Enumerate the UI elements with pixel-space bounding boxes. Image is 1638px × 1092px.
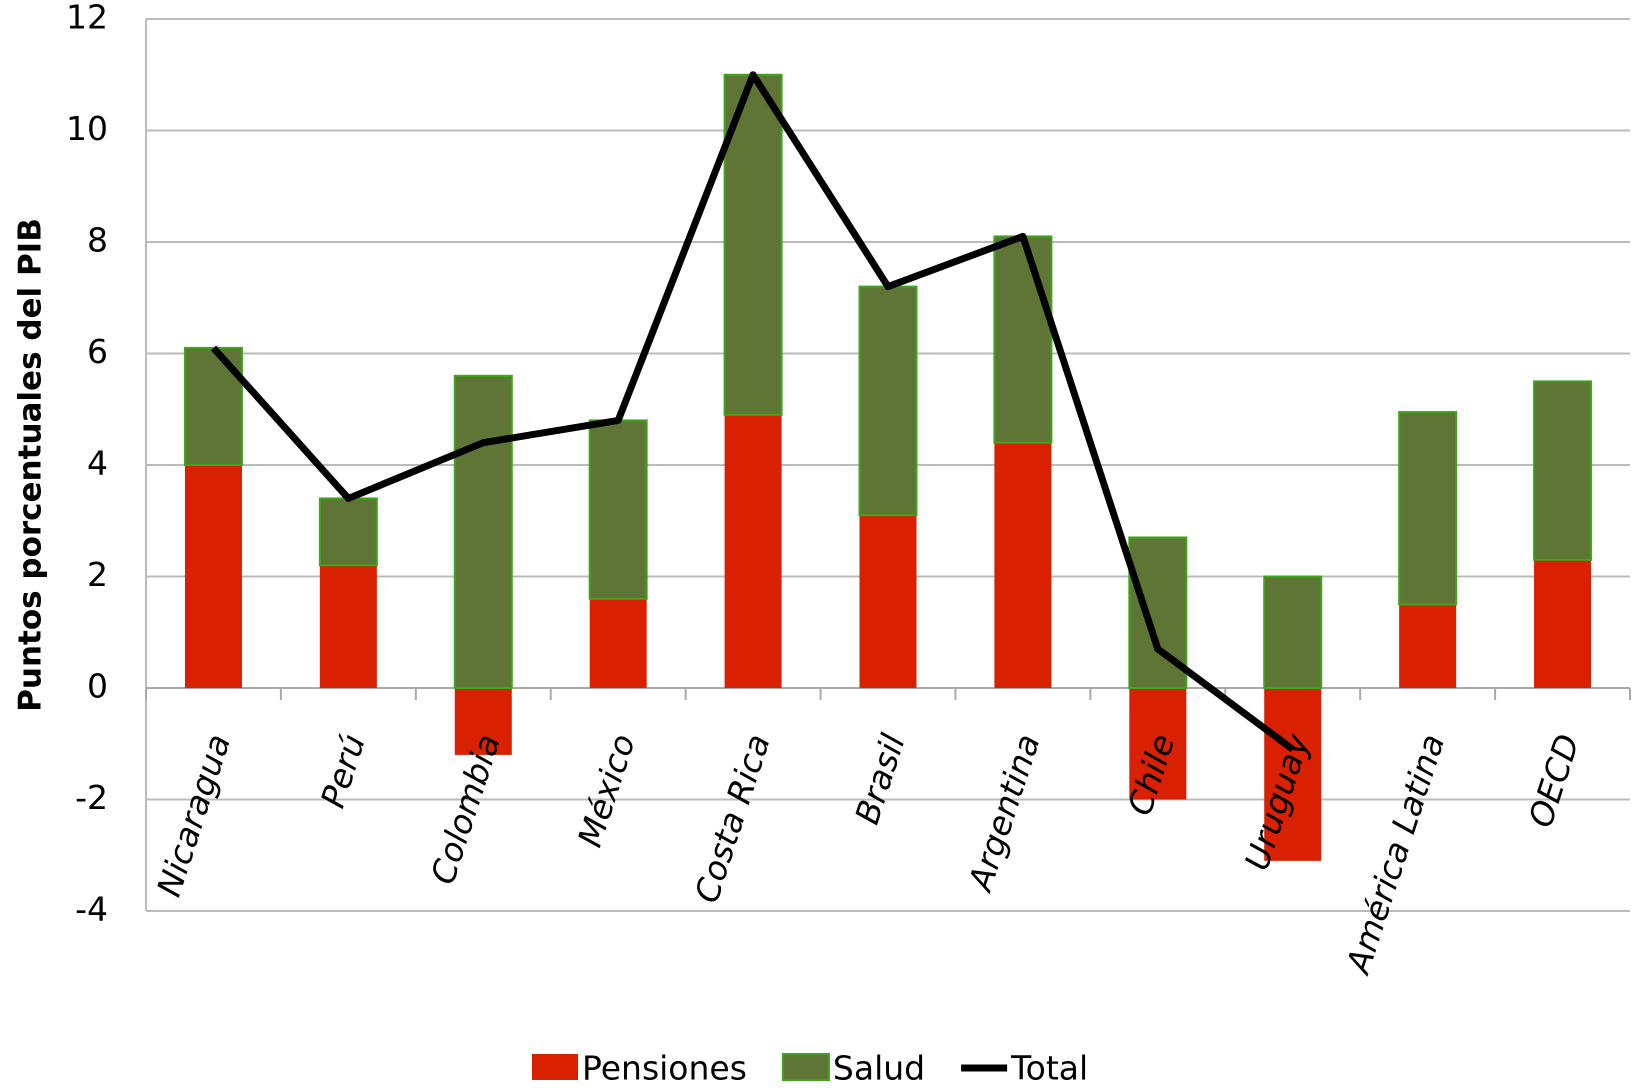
y-tick-label: -2 — [75, 778, 108, 817]
x-tick-label: Argentina — [960, 729, 1048, 897]
y-tick-label: 6 — [87, 332, 108, 371]
bar-segment — [994, 442, 1052, 688]
bar-segment — [724, 414, 782, 688]
y-tick-label: 10 — [66, 109, 108, 148]
bar-segment — [1264, 688, 1322, 861]
x-tick-label: Brasil — [847, 729, 913, 829]
bar-segment — [319, 565, 377, 688]
bar-segment — [1129, 688, 1187, 800]
x-tick-label: América Latina — [1338, 729, 1452, 979]
x-tick-label: Colombia — [423, 729, 508, 889]
bar-segment — [184, 465, 242, 688]
bar-segment — [588, 419, 648, 600]
x-tick-label: OECD — [1521, 729, 1588, 832]
bar-segment — [1398, 411, 1458, 606]
y-axis-label: Puntos porcentuales del PIB — [13, 218, 49, 712]
legend-label: Pensiones — [582, 1049, 747, 1088]
y-tick-label: 4 — [87, 444, 108, 483]
y-tick-label: 0 — [87, 667, 108, 706]
bar-segment — [1534, 559, 1592, 688]
bar-segment — [1533, 380, 1593, 561]
legend-label: Salud — [833, 1049, 925, 1088]
legend-label: Total — [1010, 1049, 1088, 1088]
bar-segment — [859, 515, 917, 688]
line-series — [210, 71, 1295, 753]
bar-segment — [589, 598, 647, 688]
bar-segment — [1263, 575, 1323, 689]
legend-swatch — [532, 1054, 578, 1080]
bar-segment — [318, 497, 378, 567]
y-tick-label: 8 — [87, 221, 108, 260]
x-tick-label: Nicaragua — [149, 729, 238, 901]
bar-segment — [1399, 604, 1457, 688]
bar-segment — [858, 285, 918, 517]
y-tick-label: 12 — [66, 0, 108, 37]
bar-segment — [454, 688, 512, 755]
y-tick-label: 2 — [87, 555, 108, 594]
x-tick-label: Costa Rica — [687, 729, 778, 907]
bar-segment — [453, 374, 513, 689]
x-tick-label: México — [570, 729, 643, 851]
bar-segment — [993, 235, 1053, 444]
y-tick-label: -4 — [75, 890, 108, 929]
legend-swatch — [781, 1053, 830, 1081]
